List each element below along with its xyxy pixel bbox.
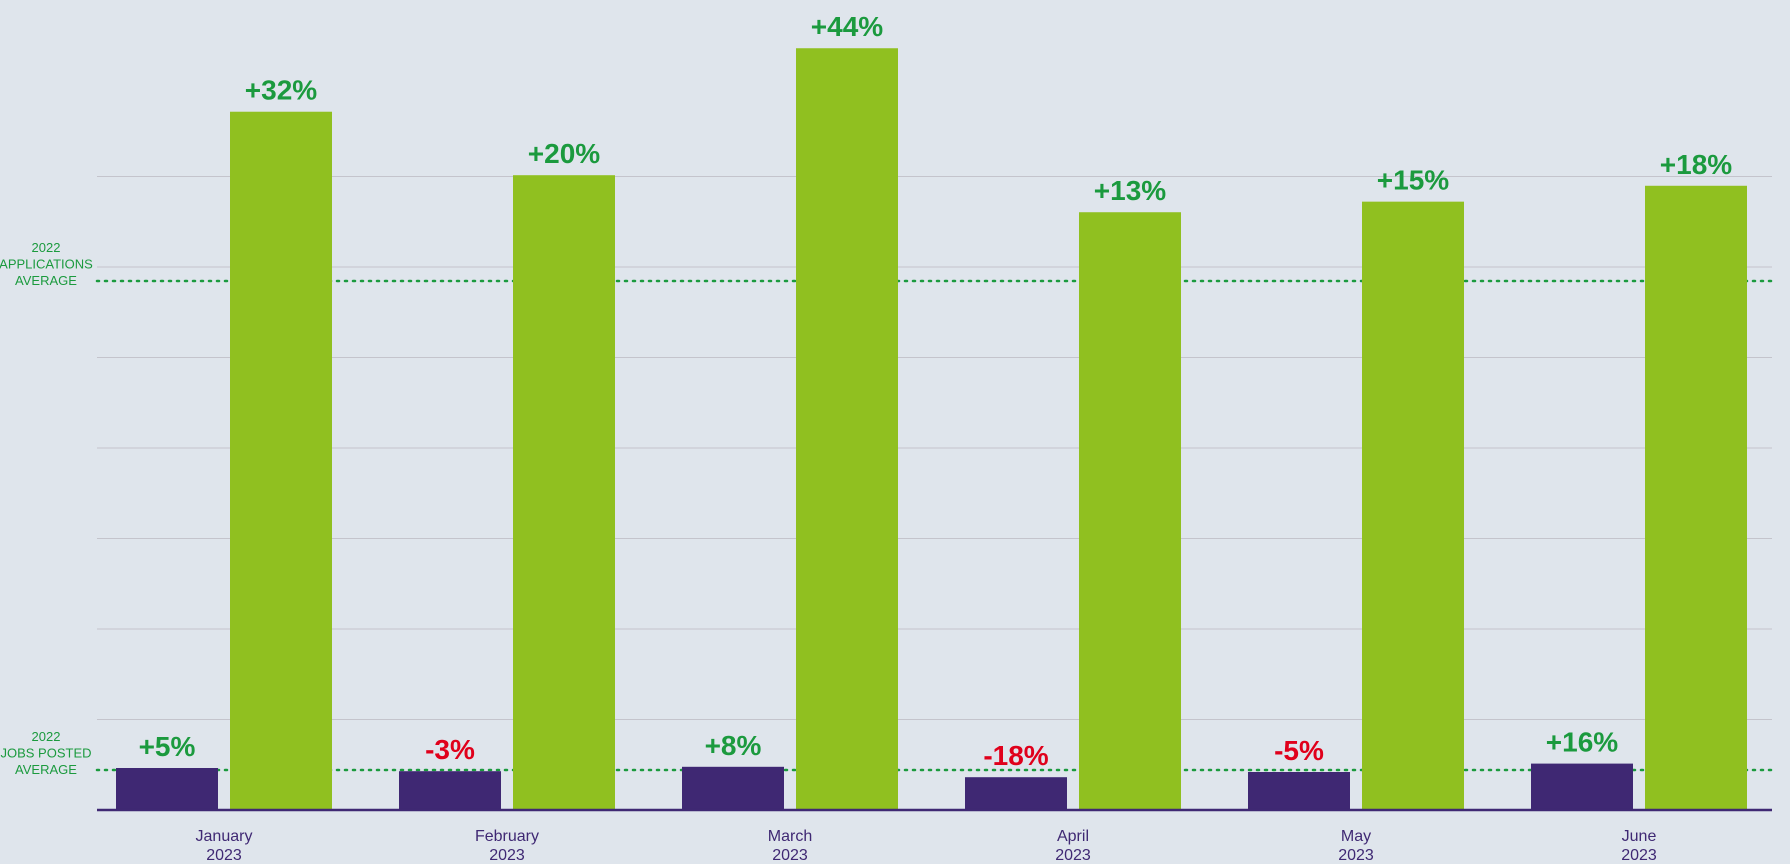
applications-change-label: +32%: [245, 75, 317, 106]
applications-change-label: +44%: [811, 11, 883, 42]
month-label: May 2023: [1338, 828, 1374, 864]
jobs-posted-change-label: +8%: [705, 730, 762, 761]
jobs-posted-change-label: +16%: [1546, 727, 1618, 758]
month-label: February 2023: [475, 828, 539, 864]
applications-bar: [513, 175, 615, 810]
applications-change-label: +18%: [1660, 149, 1732, 180]
reference-label-line: 2022: [32, 240, 61, 255]
reference-label-line: 2022: [32, 729, 61, 744]
month-year: 2023: [1055, 847, 1091, 864]
month-year: 2023: [206, 847, 242, 864]
jobs-posted-bar: [965, 777, 1067, 810]
x-axis-labels: January 2023 February 2023 March 2023 April 202…: [196, 828, 1657, 864]
value-labels: +5% +32% -3% +20% +8% +44% -18% +13% -5% +15% +16%…: [139, 11, 1733, 771]
jobs-posted-bar: [116, 768, 218, 810]
reference-label-line: AVERAGE: [15, 273, 77, 288]
month-label: January 2023: [196, 828, 253, 864]
jobs-posted-change-label: -5%: [1274, 735, 1324, 766]
month-name: February: [475, 828, 539, 845]
bars: [116, 48, 1747, 811]
month-label: June 2023: [1621, 828, 1657, 864]
month-year: 2023: [1621, 847, 1657, 864]
jobs-posted-average-label: 2022 JOBS POSTED AVERAGE: [0, 729, 91, 777]
jobs-posted-change-label: -3%: [425, 734, 475, 765]
applications-bar: [1362, 201, 1464, 810]
month-label: March 2023: [768, 828, 812, 864]
applications-bar: [1079, 212, 1181, 811]
grid-lines: [97, 176, 1772, 720]
applications-change-label: +13%: [1094, 175, 1166, 206]
month-name: March: [768, 828, 812, 845]
jobs-posted-bar: [399, 771, 501, 810]
applications-bar: [230, 111, 332, 811]
month-label: April 2023: [1055, 828, 1091, 864]
applications-change-label: +15%: [1377, 165, 1449, 196]
reference-label-line: JOBS POSTED: [0, 746, 91, 761]
jobs-posted-bar: [1531, 763, 1633, 810]
month-year: 2023: [1338, 847, 1374, 864]
month-year: 2023: [489, 847, 525, 864]
reference-label-line: APPLICATIONS: [0, 257, 93, 272]
month-name: June: [1622, 828, 1657, 845]
applications-bar: [796, 48, 898, 811]
jobs-posted-bar: [1248, 772, 1350, 810]
month-year: 2023: [772, 847, 808, 864]
jobs-posted-change-label: -18%: [983, 740, 1048, 771]
applications-average-label: 2022 APPLICATIONS AVERAGE: [0, 240, 93, 288]
applications-change-label: +20%: [528, 138, 600, 169]
month-name: May: [1341, 828, 1371, 845]
applications-bar: [1645, 185, 1747, 810]
jobs-posted-bar: [682, 766, 784, 810]
reference-label-line: AVERAGE: [15, 762, 77, 777]
jobs-posted-change-label: +5%: [139, 731, 196, 762]
month-name: January: [196, 828, 253, 845]
month-name: April: [1057, 828, 1089, 845]
